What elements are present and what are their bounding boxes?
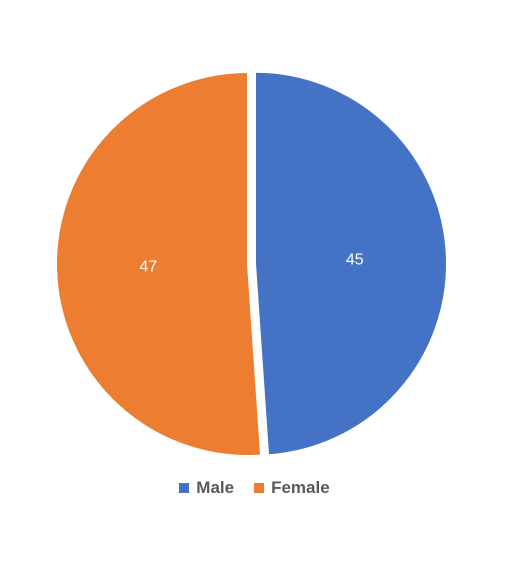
legend-item-male[interactable]: Male	[179, 478, 234, 498]
legend-label-male: Male	[196, 478, 235, 497]
data-label-male: 45	[346, 252, 364, 269]
legend-item-female[interactable]: Female	[254, 478, 330, 498]
pie-slice-female[interactable]	[55, 70, 263, 457]
legend-swatch-female	[254, 483, 265, 493]
pie-data-labels: 45 47	[139, 252, 363, 276]
legend-label-female: Female	[271, 478, 330, 497]
legend-swatch-male	[179, 483, 190, 493]
chart-legend: Male Female	[0, 478, 509, 498]
data-label-female: 47	[139, 259, 157, 276]
pie-slice-male[interactable]	[253, 70, 448, 457]
pie-slices	[55, 70, 448, 457]
